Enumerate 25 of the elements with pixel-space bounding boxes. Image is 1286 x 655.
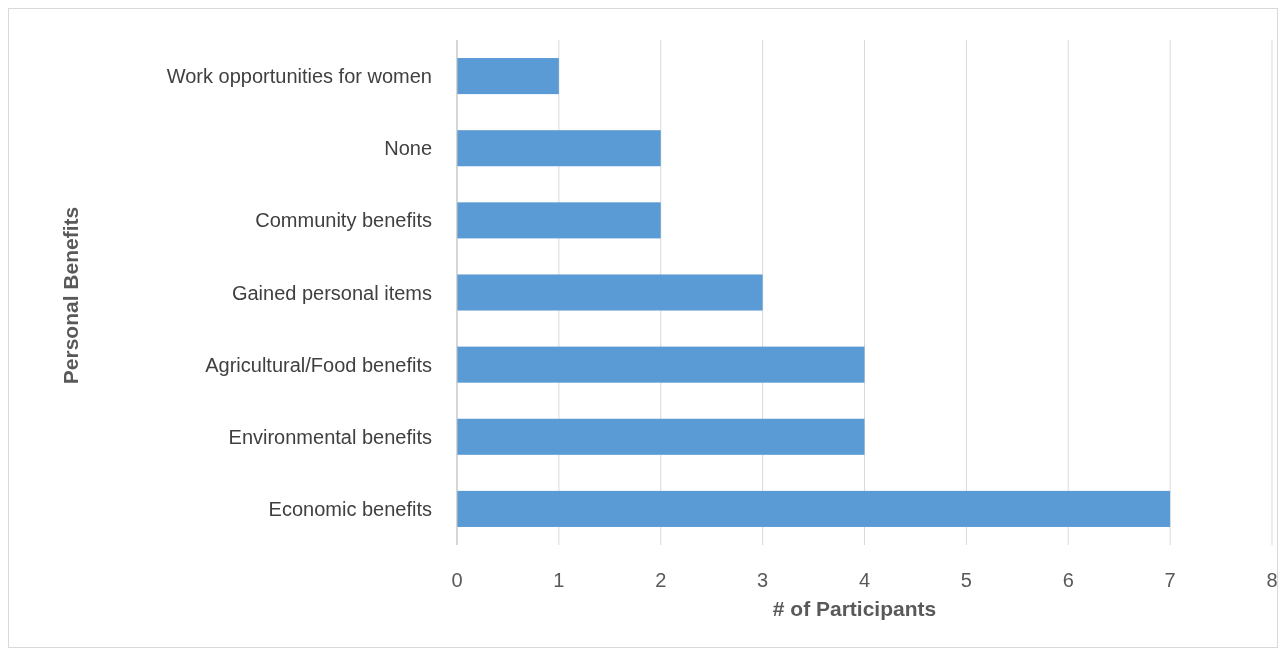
x-axis-title: # of Participants: [772, 597, 937, 620]
x-tick-label: 2: [655, 569, 667, 591]
x-tick-label: 8: [1266, 569, 1278, 591]
bar: [457, 346, 865, 383]
bar: [457, 274, 763, 311]
y-tick-label: Work opportunities for women: [166, 65, 432, 88]
x-tick-label: 5: [960, 569, 972, 591]
y-tick-label: Community benefits: [255, 209, 432, 232]
bar: [457, 490, 1171, 527]
x-tick-label: 0: [451, 569, 463, 591]
bar: [457, 130, 661, 167]
x-tick-label: 3: [757, 569, 769, 591]
x-tick-label: 4: [858, 569, 871, 591]
bar: [457, 418, 865, 455]
x-tick-label: 7: [1164, 569, 1176, 591]
bar: [457, 58, 559, 95]
y-tick-label: Economic benefits: [268, 497, 432, 520]
x-tick-label: 1: [553, 569, 565, 591]
x-tick-label: 6: [1062, 569, 1074, 591]
bar: [457, 202, 661, 239]
y-tick-label: Gained personal items: [231, 281, 432, 304]
y-tick-label: Environmental benefits: [228, 425, 432, 448]
y-tick-label: Agricultural/Food benefits: [205, 353, 432, 376]
y-tick-label: None: [384, 137, 432, 160]
y-axis-title: Personal Benefits: [59, 206, 82, 385]
